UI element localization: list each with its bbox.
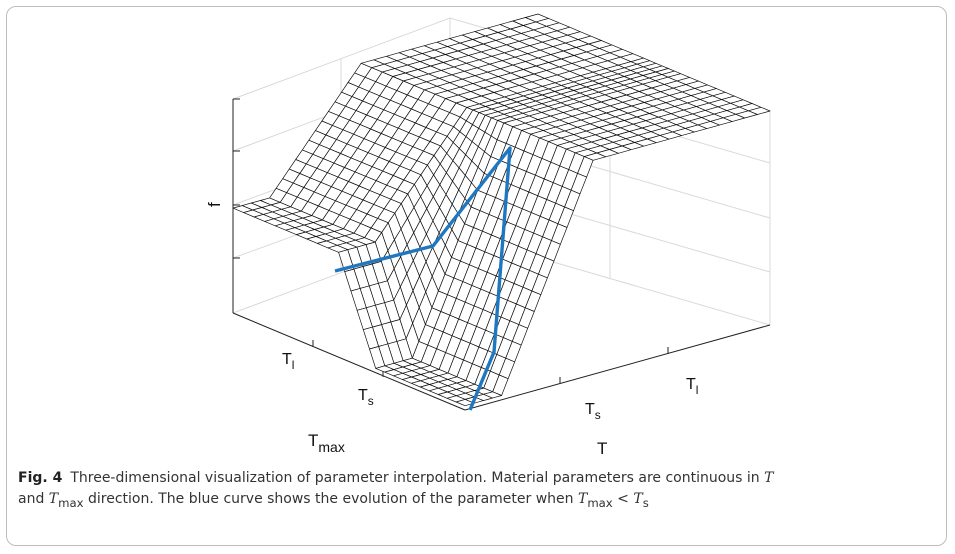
tmax-axis-line — [232, 312, 466, 411]
front-axes — [232, 98, 771, 411]
figure-number: Fig. 4 — [18, 470, 63, 486]
figure-caption: Fig. 4 Three-dimensional visualization of… — [18, 470, 774, 510]
t-axis-title: T — [597, 439, 607, 458]
t-axis-line — [464, 324, 771, 411]
tmax-tick-ts: Ts — [358, 387, 374, 408]
tmax-tick-tl: Tl — [282, 351, 294, 372]
evolution-curve — [334, 146, 512, 411]
surface-mesh — [232, 13, 771, 407]
tmax-axis-title: Tmax — [308, 431, 345, 455]
t-tick-tl: Tl — [686, 376, 698, 397]
z-axis-label: f — [205, 202, 224, 207]
t-tick-ts: Ts — [585, 401, 601, 422]
